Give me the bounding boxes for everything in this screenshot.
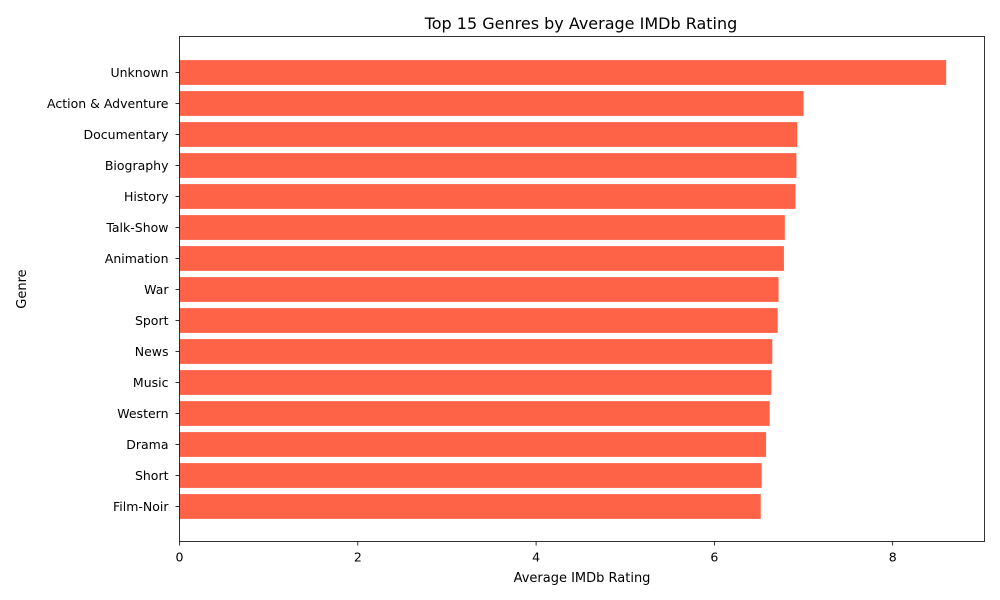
bar [179, 370, 772, 395]
bar [179, 494, 761, 519]
y-tick-label: Western [117, 406, 168, 421]
bar [179, 122, 798, 147]
bar [179, 215, 785, 240]
y-tick-label: History [124, 189, 169, 204]
bar [179, 339, 773, 364]
y-tick-label: News [135, 344, 169, 359]
bar [179, 60, 947, 85]
x-tick-label: 0 [176, 550, 184, 565]
y-tick-label: Drama [126, 437, 168, 452]
bars-group [179, 60, 947, 519]
y-tick-label: Sport [135, 313, 169, 328]
bar [179, 153, 797, 178]
plot-frame [179, 36, 985, 542]
x-tick-label: 8 [889, 550, 897, 565]
bar [179, 91, 804, 116]
y-tick-label: Documentary [84, 127, 170, 142]
x-axis-label: Average IMDb Rating [514, 571, 651, 586]
y-tick-label: Music [133, 375, 169, 390]
y-tick-label: Animation [105, 251, 169, 266]
y-tick-label: Unknown [110, 65, 168, 80]
chart-title: Top 15 Genres by Average IMDb Rating [424, 14, 738, 33]
bar [179, 401, 770, 426]
y-axis-ticks: Unknown Action & Adventure Documentary Biog… [47, 65, 180, 514]
x-tick-label: 6 [710, 550, 718, 565]
y-tick-label: Talk-Show [105, 220, 168, 235]
x-axis-ticks: 0 2 4 6 8 [176, 541, 897, 565]
y-tick-label: Action & Adventure [47, 96, 169, 111]
x-tick-label: 4 [532, 550, 540, 565]
y-tick-label: War [144, 282, 169, 297]
y-tick-label: Film-Noir [113, 499, 169, 514]
y-tick-label: Biography [105, 158, 169, 173]
bar [179, 432, 767, 457]
bar [179, 246, 784, 271]
bar [179, 308, 778, 333]
bar [179, 277, 779, 302]
x-tick-label: 2 [354, 550, 362, 565]
y-tick-label: Short [135, 468, 169, 483]
y-axis-label: Genre [15, 269, 30, 308]
bar [179, 463, 762, 488]
bar [179, 184, 796, 209]
